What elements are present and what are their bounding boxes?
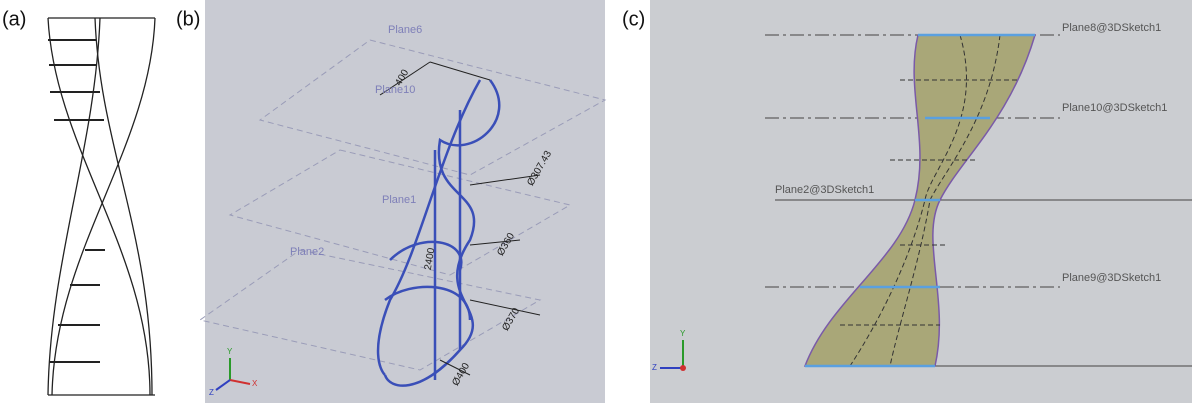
panel-a (48, 18, 155, 395)
plane-label: Plane2 (290, 246, 324, 258)
plane-label: Plane10 (375, 84, 415, 96)
figure: (a) Plane6 Plane10 Plane1 Plane2 400 Ø30… (0, 0, 1192, 403)
axis-label: Z (652, 363, 657, 372)
axis-label: Y (227, 347, 233, 356)
plane-label: Plane1 (382, 194, 416, 206)
panel-label: (a) (2, 8, 26, 30)
axis-label: Z (209, 388, 214, 397)
strip-edge (48, 18, 150, 395)
plane-label: Plane6 (388, 24, 422, 36)
rungs (48, 40, 105, 362)
plane-label: Plane8@3DSketch1 (1062, 22, 1161, 34)
panel-label: (c) (622, 8, 645, 30)
plane-label: Plane2@3DSketch1 (775, 184, 874, 196)
plane-label: Plane9@3DSketch1 (1062, 272, 1161, 284)
axis-label: X (252, 379, 258, 388)
axis-label: Y (680, 329, 686, 338)
plane-label: Plane10@3DSketch1 (1062, 102, 1167, 114)
panel-label: (b) (176, 8, 200, 30)
